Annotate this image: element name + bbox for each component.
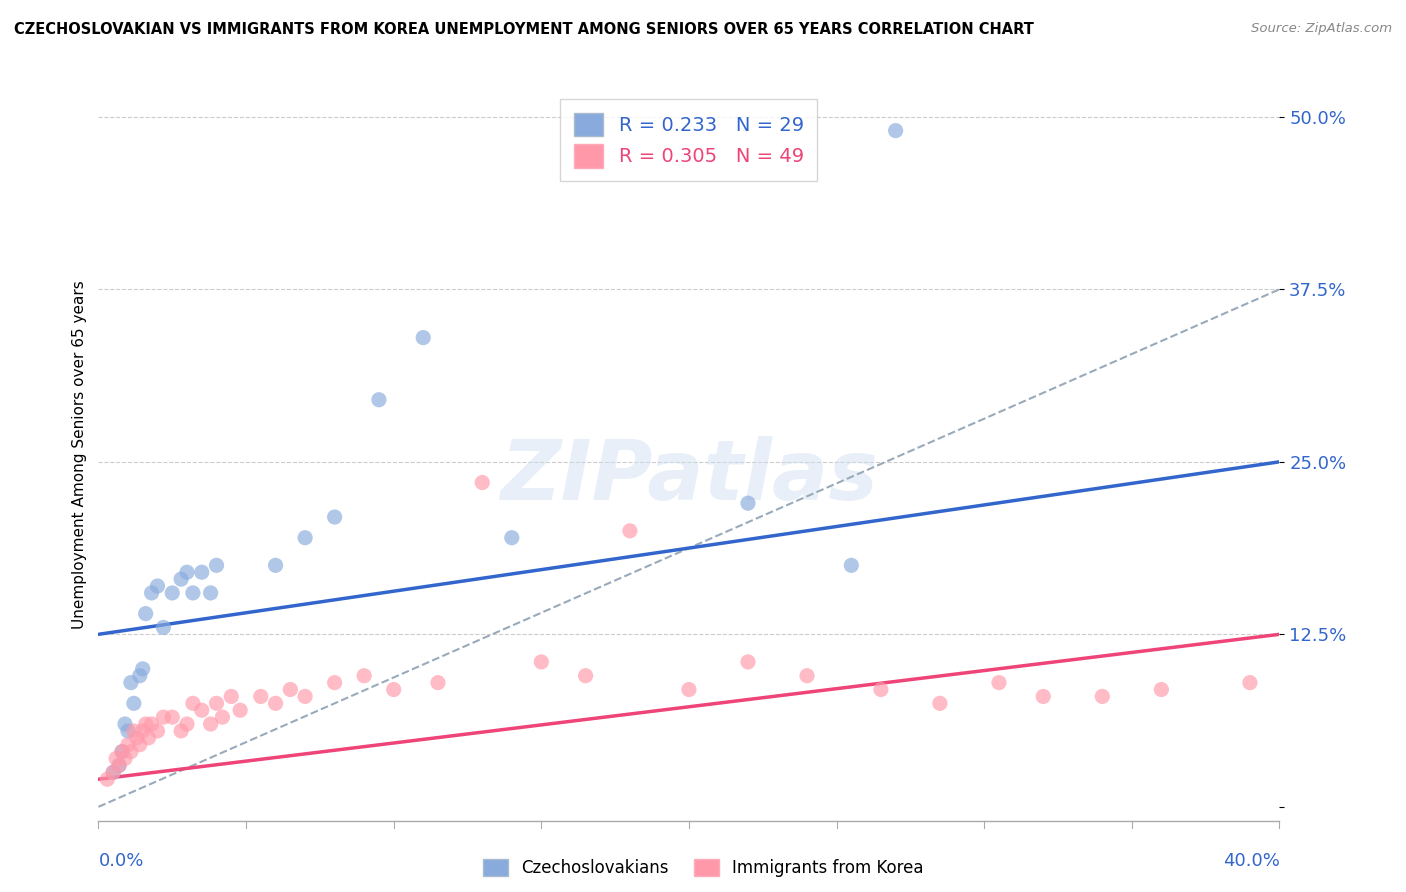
Point	[132, 662, 155, 676]
Point	[368, 392, 391, 407]
Point	[796, 669, 818, 683]
Point	[211, 710, 233, 724]
Point	[103, 765, 125, 780]
Point	[146, 723, 169, 738]
Point	[120, 745, 142, 759]
Legend: Czechoslovakians, Immigrants from Korea: Czechoslovakians, Immigrants from Korea	[477, 852, 929, 884]
Point	[869, 682, 891, 697]
Point	[619, 524, 641, 538]
Point	[205, 558, 228, 573]
Point	[294, 531, 316, 545]
Point	[138, 731, 160, 745]
Point	[125, 731, 148, 745]
Point	[1032, 690, 1054, 704]
Point	[250, 690, 273, 704]
Point	[200, 717, 222, 731]
Point	[132, 723, 155, 738]
Point	[471, 475, 494, 490]
Point	[108, 758, 131, 772]
Point	[412, 330, 434, 344]
Point	[111, 745, 134, 759]
Point	[176, 566, 198, 580]
Point	[219, 690, 242, 704]
Point	[152, 710, 174, 724]
Point	[530, 655, 553, 669]
Point	[1239, 675, 1261, 690]
Point	[323, 510, 346, 524]
Point	[737, 655, 759, 669]
Text: ZIPatlas: ZIPatlas	[501, 436, 877, 517]
Point	[162, 710, 183, 724]
Point	[111, 745, 134, 759]
Point	[205, 696, 228, 710]
Point	[294, 690, 316, 704]
Point	[678, 682, 700, 697]
Point	[839, 558, 862, 573]
Point	[117, 723, 139, 738]
Point	[427, 675, 450, 690]
Point	[114, 717, 136, 731]
Point	[353, 669, 375, 683]
Point	[191, 566, 214, 580]
Point	[382, 682, 405, 697]
Point	[105, 751, 128, 765]
Point	[96, 772, 118, 787]
Y-axis label: Unemployment Among Seniors over 65 years: Unemployment Among Seniors over 65 years	[72, 281, 87, 629]
Point	[501, 531, 523, 545]
Point	[135, 717, 157, 731]
Point	[146, 579, 169, 593]
Point	[181, 696, 204, 710]
Text: CZECHOSLOVAKIAN VS IMMIGRANTS FROM KOREA UNEMPLOYMENT AMONG SENIORS OVER 65 YEAR: CZECHOSLOVAKIAN VS IMMIGRANTS FROM KOREA…	[14, 22, 1033, 37]
Point	[1091, 690, 1114, 704]
Point	[323, 675, 346, 690]
Point	[141, 717, 163, 731]
Point	[737, 496, 759, 510]
Point	[141, 586, 163, 600]
Point	[928, 696, 950, 710]
Legend: R = 0.233   N = 29, R = 0.305   N = 49: R = 0.233 N = 29, R = 0.305 N = 49	[561, 99, 817, 181]
Point	[264, 696, 287, 710]
Point	[1150, 682, 1173, 697]
Point	[170, 723, 193, 738]
Point	[117, 738, 139, 752]
Point	[229, 703, 252, 717]
Point	[128, 738, 150, 752]
Point	[170, 572, 193, 586]
Point	[200, 586, 222, 600]
Text: 40.0%: 40.0%	[1223, 852, 1279, 870]
Point	[191, 703, 214, 717]
Point	[114, 751, 136, 765]
Point	[152, 620, 174, 634]
Point	[264, 558, 287, 573]
Point	[122, 723, 145, 738]
Point	[987, 675, 1010, 690]
Text: 0.0%: 0.0%	[98, 852, 143, 870]
Point	[176, 717, 198, 731]
Point	[162, 586, 183, 600]
Point	[135, 607, 157, 621]
Point	[108, 758, 131, 772]
Point	[122, 696, 145, 710]
Text: Source: ZipAtlas.com: Source: ZipAtlas.com	[1251, 22, 1392, 36]
Point	[884, 123, 907, 137]
Point	[128, 669, 150, 683]
Point	[278, 682, 302, 697]
Point	[574, 669, 596, 683]
Point	[120, 675, 142, 690]
Point	[103, 765, 125, 780]
Point	[181, 586, 204, 600]
